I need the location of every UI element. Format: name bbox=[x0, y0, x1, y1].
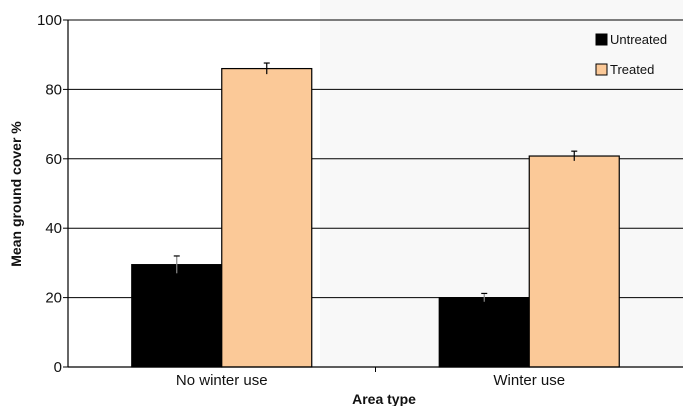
y-axis-title: Mean ground cover % bbox=[8, 121, 24, 267]
x-axis-title: Area type bbox=[352, 391, 416, 406]
bar-treated-0 bbox=[221, 67, 313, 368]
y-tick-labels: 0 20 40 60 80 100 bbox=[37, 12, 62, 376]
legend-label-treated: Treated bbox=[610, 62, 654, 77]
y-tick-label: 20 bbox=[45, 290, 62, 307]
x-tick-label: No winter use bbox=[176, 372, 268, 389]
legend-label-untreated: Untreated bbox=[610, 32, 667, 47]
legend-swatch-untreated bbox=[595, 33, 608, 46]
bar-treated-1 bbox=[528, 155, 620, 368]
y-tick-label: 100 bbox=[37, 12, 62, 29]
legend: Untreated Treated bbox=[595, 32, 667, 77]
y-tick-label: 60 bbox=[45, 151, 62, 168]
legend-swatch-treated bbox=[595, 63, 608, 76]
x-tick-label: Winter use bbox=[493, 372, 565, 389]
y-tick-label: 40 bbox=[45, 220, 62, 237]
bar-untreated-1 bbox=[438, 297, 530, 368]
bar-untreated-0 bbox=[131, 264, 223, 368]
y-tick-label: 0 bbox=[54, 359, 62, 376]
bars bbox=[131, 62, 620, 368]
axes bbox=[63, 19, 683, 372]
y-tick-label: 80 bbox=[45, 81, 62, 98]
x-tick-labels: No winter use Winter use bbox=[176, 372, 565, 389]
